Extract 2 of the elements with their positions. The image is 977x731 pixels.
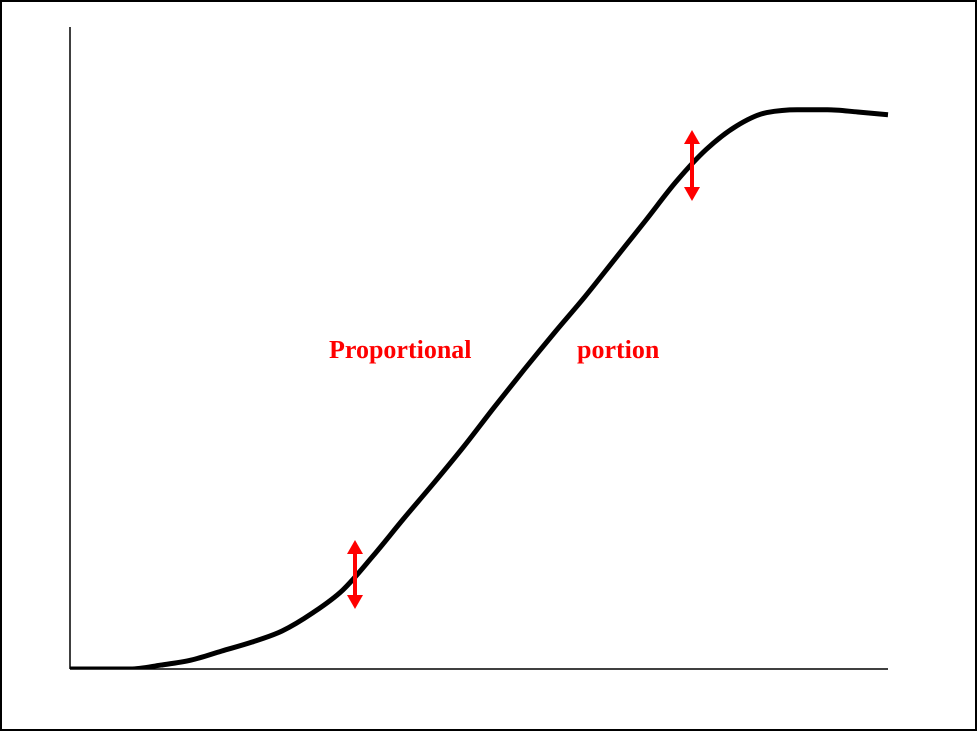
annotation: Proportional	[329, 335, 472, 365]
annotation: portion	[577, 335, 660, 365]
